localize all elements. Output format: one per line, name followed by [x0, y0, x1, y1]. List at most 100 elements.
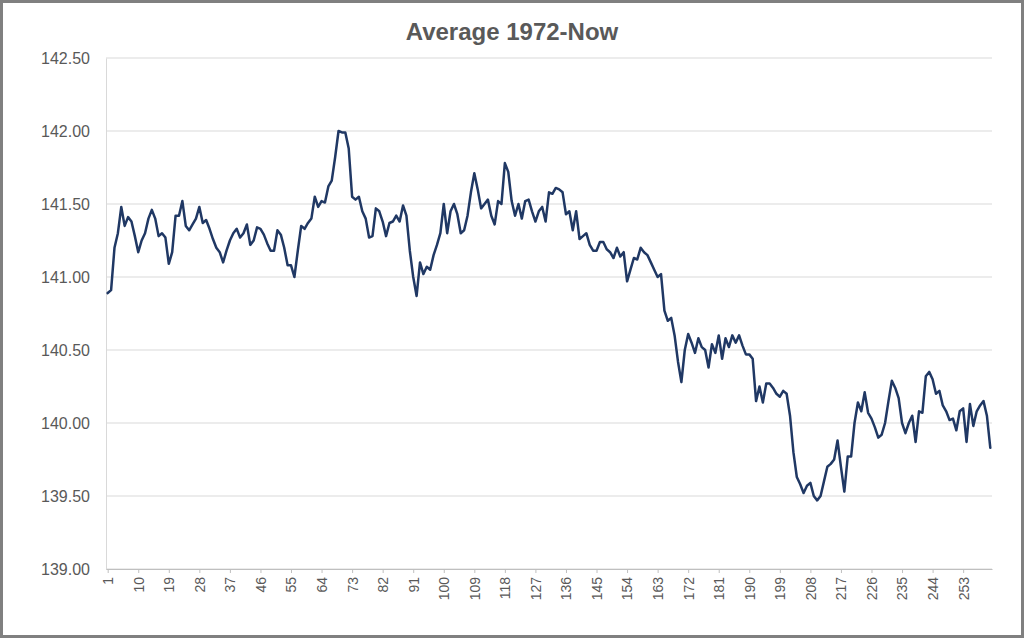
x-tick-label: 55 [283, 577, 299, 593]
x-tick-label: 19 [161, 577, 177, 593]
x-tick-mark [780, 569, 781, 573]
x-tick: 10 [131, 569, 147, 593]
grid-line [106, 204, 992, 205]
x-tick: 208 [803, 569, 819, 600]
grid-line [106, 131, 992, 132]
x-tick: 55 [283, 569, 299, 593]
x-tick: 127 [528, 569, 544, 600]
x-tick: 253 [956, 569, 972, 600]
y-axis-line [106, 59, 107, 570]
x-tick-mark [810, 569, 811, 573]
y-tick: 141.50 [41, 196, 106, 213]
x-tick-label: 181 [711, 577, 727, 601]
x-tick: 136 [558, 569, 574, 600]
x-tick: 154 [619, 569, 635, 600]
x-tick-mark [933, 569, 934, 573]
x-tick: 73 [345, 569, 361, 593]
chart-title: Average 1972-Now [406, 18, 619, 45]
y-tick: 140.00 [41, 415, 106, 432]
y-axis: 139.00 139.50 140.00 140.50 141.00 141.50 142.… [41, 50, 106, 578]
x-tick-label: 145 [589, 577, 605, 601]
x-tick: 181 [711, 569, 727, 600]
x-tick: 163 [650, 569, 666, 600]
x-axis-line [107, 569, 993, 570]
x-tick-mark [199, 569, 200, 573]
x-tick-mark [291, 569, 292, 573]
x-tick-mark [260, 569, 261, 573]
x-tick-mark [505, 569, 506, 573]
x-tick-label: 1 [100, 577, 116, 585]
y-tick-label: 140.00 [41, 415, 90, 432]
x-tick-label: 46 [253, 577, 269, 593]
y-tick: 142.00 [41, 123, 106, 140]
x-tick-mark [871, 569, 872, 573]
x-tick-mark [749, 569, 750, 573]
x-tick: 28 [192, 569, 208, 593]
y-tick-label: 140.50 [41, 342, 90, 359]
y-tick-label: 142.00 [41, 123, 90, 140]
x-tick: 19 [161, 569, 177, 593]
x-tick: 100 [436, 569, 452, 600]
x-tick-label: 73 [345, 577, 361, 593]
y-tick-label: 141.00 [41, 269, 90, 286]
y-tick: 139.50 [41, 488, 106, 505]
x-tick-label: 64 [314, 577, 330, 593]
x-tick-mark [138, 569, 139, 573]
x-tick-mark [719, 569, 720, 573]
x-tick-mark [474, 569, 475, 573]
y-tick: 141.00 [41, 269, 106, 286]
x-tick-mark [535, 569, 536, 573]
x-tick: 91 [406, 569, 422, 593]
x-tick-label: 118 [497, 577, 513, 600]
x-tick-label: 109 [467, 577, 483, 601]
x-tick-label: 37 [222, 577, 238, 593]
x-tick: 82 [375, 569, 391, 593]
x-tick: 109 [467, 569, 483, 600]
x-tick: 190 [742, 569, 758, 600]
x-tick-mark [322, 569, 323, 573]
x-tick-mark [627, 569, 628, 573]
x-tick-label: 208 [803, 577, 819, 601]
grid [106, 58, 992, 569]
chart-frame [2, 2, 1023, 637]
y-tick-label: 142.50 [41, 50, 90, 67]
x-tick-label: 244 [925, 577, 941, 601]
x-tick: 235 [894, 569, 910, 600]
x-tick: 37 [222, 569, 238, 593]
x-tick-label: 163 [650, 577, 666, 601]
x-tick: 217 [833, 569, 849, 600]
x-tick-label: 10 [131, 577, 147, 593]
x-tick-mark [658, 569, 659, 573]
x-tick-mark [444, 569, 445, 573]
x-tick: 244 [925, 569, 941, 600]
x-tick-mark [230, 569, 231, 573]
x-tick-mark [108, 569, 109, 573]
x-tick-label: 226 [864, 577, 880, 601]
x-tick-label: 217 [833, 577, 849, 601]
x-tick-label: 190 [742, 577, 758, 601]
x-tick-label: 154 [619, 577, 635, 601]
x-tick: 226 [864, 569, 880, 600]
y-tick: 140.50 [41, 342, 106, 359]
x-tick-mark [413, 569, 414, 573]
y-tick-label: 139.50 [41, 488, 90, 505]
x-tick-mark [841, 569, 842, 573]
x-tick-label: 136 [558, 577, 574, 601]
series-group [108, 131, 991, 500]
chart: Average 1972-Now 139.00 139.50 140.00 140.50… [0, 0, 1024, 638]
grid-line [106, 496, 992, 497]
grid-line [106, 423, 992, 424]
x-tick-label: 199 [772, 577, 788, 601]
x-tick-label: 82 [375, 577, 391, 593]
x-tick-label: 127 [528, 577, 544, 601]
grid-line [106, 277, 992, 278]
data-line [108, 131, 991, 500]
x-tick-mark [963, 569, 964, 573]
y-tick-label: 139.00 [41, 561, 90, 578]
x-tick-mark [352, 569, 353, 573]
x-axis: 1 10 19 28 37 46 55 64 73 82 91 100 109 118 127 136 145 1… [100, 569, 992, 600]
x-tick-label: 253 [956, 577, 972, 601]
x-tick: 199 [772, 569, 788, 600]
grid-line [106, 569, 992, 570]
y-tick: 142.50 [41, 50, 106, 67]
